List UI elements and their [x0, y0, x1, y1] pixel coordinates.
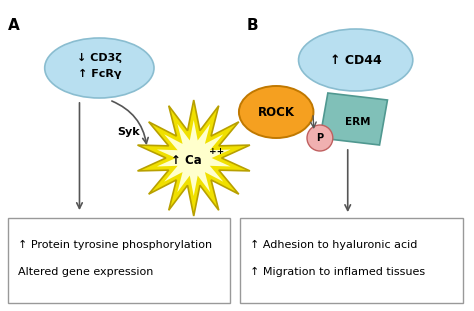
Text: ↑ CD44: ↑ CD44 — [330, 53, 382, 67]
Text: P: P — [316, 133, 323, 143]
Polygon shape — [157, 120, 230, 196]
Polygon shape — [137, 100, 250, 216]
Text: ↑ Ca: ↑ Ca — [172, 154, 202, 166]
Text: ↓ CD3ζ: ↓ CD3ζ — [77, 53, 122, 63]
Text: ↑ Migration to inflamed tissues: ↑ Migration to inflamed tissues — [250, 267, 426, 277]
FancyBboxPatch shape — [8, 218, 230, 303]
Text: ERM: ERM — [345, 117, 370, 127]
Ellipse shape — [45, 38, 154, 98]
Text: ↑ FcRγ: ↑ FcRγ — [78, 69, 121, 79]
Ellipse shape — [299, 29, 413, 91]
Text: ↑ Protein tyrosine phosphorylation: ↑ Protein tyrosine phosphorylation — [18, 240, 212, 250]
FancyBboxPatch shape — [240, 218, 463, 303]
Ellipse shape — [239, 86, 313, 138]
Text: Syk: Syk — [117, 127, 140, 137]
Text: Altered gene expression: Altered gene expression — [18, 267, 153, 277]
Text: ↑ Adhesion to hyaluronic acid: ↑ Adhesion to hyaluronic acid — [250, 240, 418, 250]
Text: B: B — [246, 18, 258, 33]
Text: A: A — [8, 18, 20, 33]
Polygon shape — [320, 93, 387, 145]
Text: ++: ++ — [209, 146, 224, 156]
Text: ROCK: ROCK — [258, 105, 295, 118]
Circle shape — [307, 125, 333, 151]
